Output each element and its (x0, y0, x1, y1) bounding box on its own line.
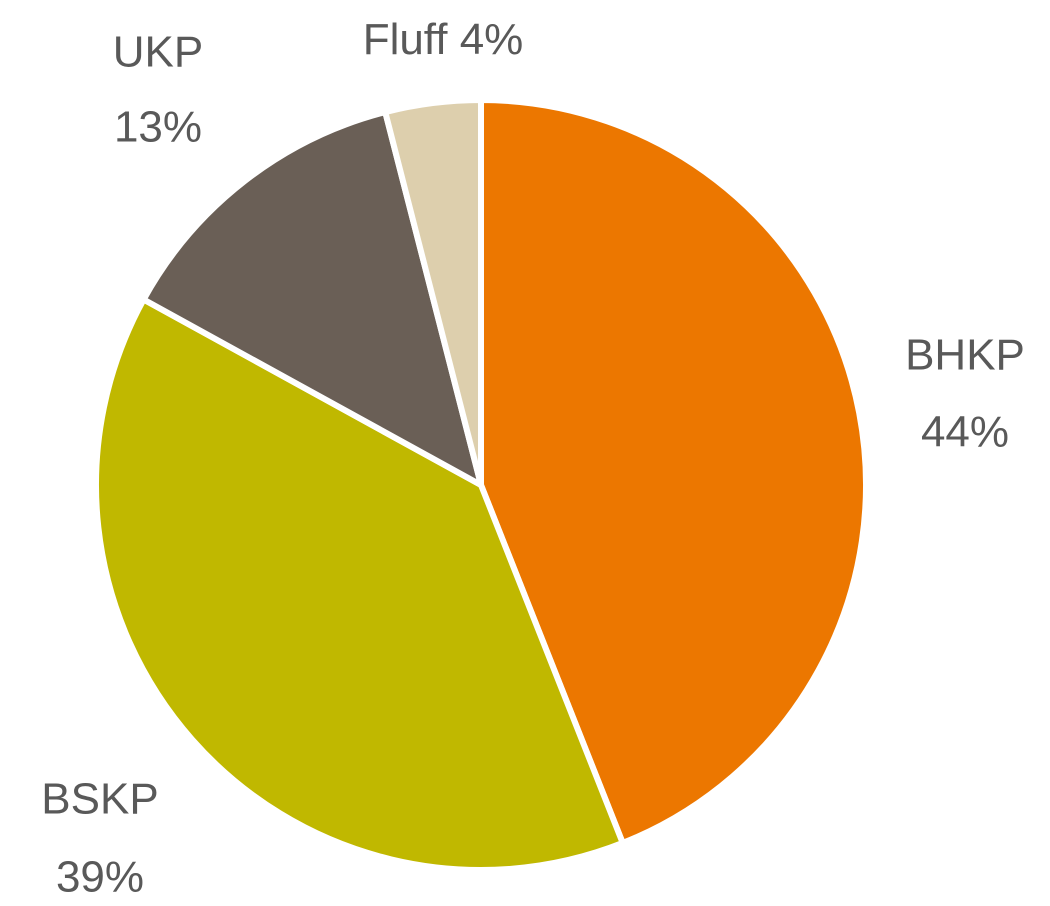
value-label: 39% (56, 853, 144, 902)
value-label: 44% (921, 408, 1009, 457)
pie-slice (382, 97, 484, 488)
value-label: 4% (460, 15, 524, 64)
slice-label: Fluff 4% (363, 15, 524, 64)
value-label: 13% (114, 103, 202, 152)
pie-slice (93, 296, 626, 873)
category-label: BSKP (41, 775, 158, 824)
category-label: BHKP (905, 331, 1025, 380)
pie-slice (140, 109, 484, 488)
category-label: UKP (113, 28, 203, 77)
category-label: Fluff (363, 15, 449, 64)
pie-slice (478, 97, 869, 846)
